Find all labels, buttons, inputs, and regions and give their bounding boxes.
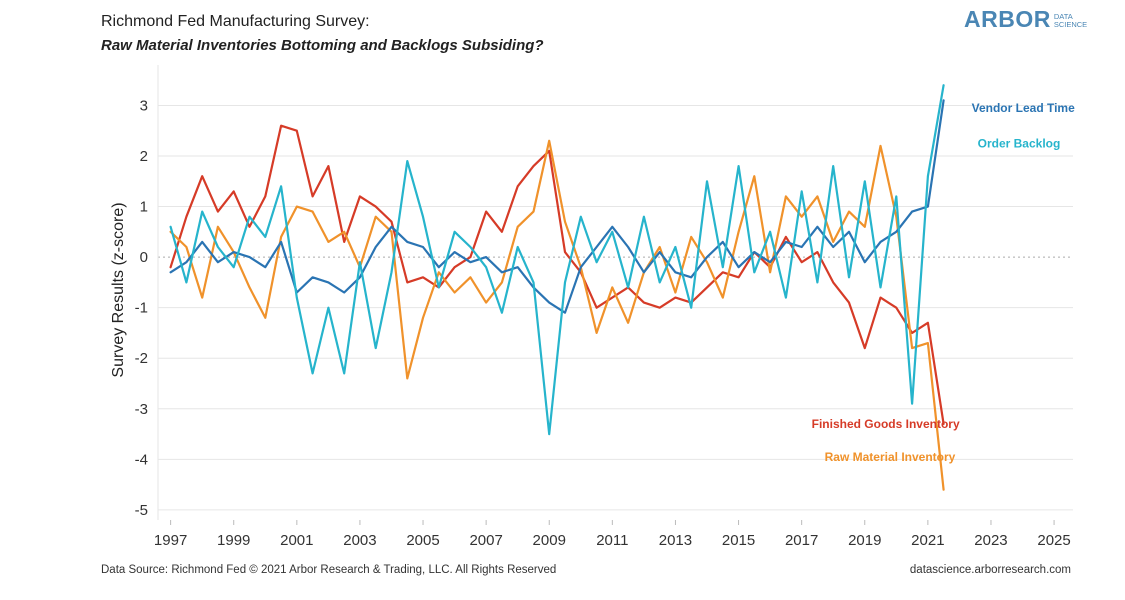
x-tick-label: 2015 — [722, 532, 755, 549]
x-tick-label: 2003 — [343, 532, 376, 549]
website-link[interactable]: datascience.arborresearch.com — [909, 564, 1071, 576]
x-tick-label: 2023 — [974, 532, 1007, 549]
chart-subtitle: Raw Material Inventories Bottoming and B… — [101, 37, 544, 54]
logo-sub-line2: SCIENCE — [1053, 20, 1088, 29]
x-tick-label: 1997 — [154, 532, 187, 549]
y-tick-label: 2 — [140, 148, 148, 165]
series-label: Vendor Lead Time — [972, 101, 1075, 115]
arbor-logo: ARBOR DATA SCIENCE — [964, 6, 1087, 33]
series-line — [169, 139, 945, 491]
series-label: Finished Goods Inventory — [812, 417, 960, 431]
y-tick-label: 3 — [140, 97, 148, 114]
y-tick-label: -3 — [135, 401, 148, 418]
series-label: Order Backlog — [978, 136, 1061, 150]
logo-sub-text: DATA SCIENCE — [1054, 13, 1087, 29]
x-tick-label: 2019 — [848, 532, 881, 549]
x-tick-label: 1999 — [217, 532, 250, 549]
x-tick-label: 2013 — [659, 532, 692, 549]
x-tick-label: 2021 — [911, 532, 944, 549]
logo-sub-line1: DATA — [1053, 12, 1073, 21]
x-tick-label: 2005 — [406, 532, 439, 549]
x-tick-label: 2007 — [469, 532, 502, 549]
x-tick-label: 2017 — [785, 532, 818, 549]
series-line — [169, 124, 945, 425]
y-axis-ticks: 3 2 1 0 -1 -2 -3 -4 -5 — [135, 97, 148, 518]
y-tick-label: -4 — [135, 451, 148, 468]
series-label: Raw Material Inventory — [825, 450, 956, 464]
x-tick-label: 2009 — [533, 532, 566, 549]
series-lines — [169, 84, 945, 491]
x-tick-label: 2025 — [1037, 532, 1070, 549]
x-tick-label: 2001 — [280, 532, 313, 549]
series-line — [169, 99, 945, 314]
data-source-note: Data Source: Richmond Fed © 2021 Arbor R… — [101, 564, 557, 576]
y-tick-label: -1 — [135, 300, 148, 317]
logo-main-text: ARBOR — [964, 6, 1051, 32]
chart-title: Richmond Fed Manufacturing Survey: — [101, 13, 370, 30]
y-tick-label: -5 — [135, 502, 148, 519]
y-axis-label: Survey Results (z-score) — [110, 202, 127, 377]
y-tick-label: 0 — [140, 249, 148, 266]
series-labels: Finished Goods Inventory Raw Material Inv… — [812, 101, 1075, 464]
x-tick-label: 2011 — [596, 532, 628, 549]
x-axis-ticks: 1997 1999 2001 2003 2005 2007 2009 2011 2013 2015… — [154, 520, 1071, 549]
series-line — [169, 84, 945, 436]
y-tick-label: -2 — [135, 350, 148, 367]
y-tick-label: 1 — [140, 199, 148, 216]
